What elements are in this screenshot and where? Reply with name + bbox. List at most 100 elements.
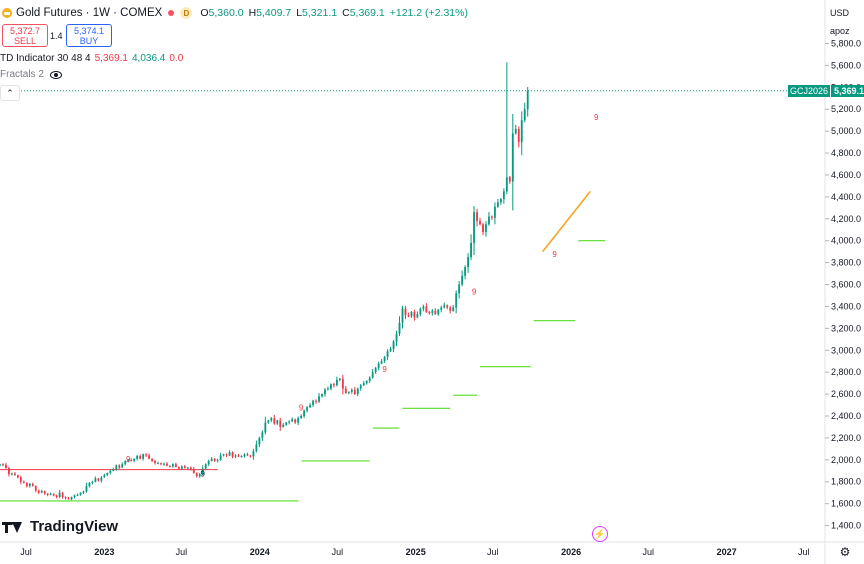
ohlc-key: H: [248, 7, 257, 19]
candle-body: [109, 470, 112, 473]
change-value: +121.2 (+2.31%): [389, 7, 468, 19]
candle-body: [482, 224, 484, 232]
candle-body: [195, 472, 198, 477]
sell-price: 5,372.7: [9, 25, 41, 36]
candle-body: [37, 490, 40, 493]
candle-body: [133, 458, 136, 461]
time-axis[interactable]: Jul 2023 Jul 2024 Jul 2025 Jul 2026 Jul 2027 Jul: [20, 547, 809, 557]
candle-body: [70, 497, 73, 500]
hidden-eye-icon[interactable]: [49, 70, 62, 79]
td-indicator-legend[interactable]: TD Indicator 30 48 4 5,369.1 4,036.4 0.0: [0, 53, 183, 64]
buy-price: 5,374.1: [73, 25, 105, 36]
candle-body: [261, 432, 264, 438]
candle-body: [312, 400, 314, 406]
price-tick-label: 1,400.0: [831, 521, 861, 531]
candle-body: [476, 212, 478, 221]
time-tick-label: 2025: [406, 547, 426, 557]
candle-body: [324, 389, 326, 395]
candle-body: [13, 473, 16, 476]
td-setup-mark: 9: [552, 250, 557, 259]
price-tick-label: 2,000.0: [831, 455, 861, 465]
td-value-2: 4,036.4: [131, 53, 166, 64]
candle-body: [514, 128, 517, 134]
candle-body: [505, 177, 508, 192]
candle-body: [404, 308, 407, 316]
candle-body: [237, 455, 240, 457]
candle-body: [315, 400, 317, 402]
sell-button[interactable]: 5,372.7 SELL: [2, 24, 48, 47]
candle-body: [306, 407, 309, 411]
candle-body: [389, 349, 392, 352]
candle-body: [148, 455, 150, 459]
candle-body: [392, 341, 395, 350]
candle-body: [258, 437, 261, 445]
candle-body: [130, 459, 133, 461]
currency-selector[interactable]: USD: [830, 8, 850, 18]
candle-body: [85, 486, 88, 492]
price-tick-label: 2,400.0: [831, 411, 861, 421]
candle-body: [112, 469, 115, 471]
candle-body: [267, 420, 270, 423]
time-tick-label: Jul: [798, 547, 810, 557]
candle-body: [491, 216, 493, 218]
candle-body: [73, 495, 76, 498]
candle-body: [464, 266, 467, 276]
time-tick-label: 2027: [717, 547, 737, 557]
price-tick-label: 4,000.0: [831, 236, 861, 246]
candle-body: [34, 486, 37, 491]
candle-body: [97, 478, 100, 481]
candle-body: [386, 351, 389, 357]
price-tick-label: 4,400.0: [831, 192, 861, 202]
tradingview-logo[interactable]: TradingView: [2, 518, 118, 535]
market-status-icon: [168, 10, 175, 16]
candle-body: [303, 410, 306, 416]
price-axis[interactable]: 1,400.0 1,600.0 1,800.0 2,000.0 2,200.0 2,400…: [825, 38, 861, 531]
candle-body: [362, 383, 365, 386]
td-setup-mark: 9: [382, 365, 387, 374]
candle-body: [46, 493, 49, 495]
price-tick-label: 2,600.0: [831, 389, 861, 399]
candle-body: [19, 477, 22, 482]
candle-body: [94, 478, 97, 482]
candle-body: [76, 494, 79, 496]
ohlc-key: L: [296, 7, 303, 19]
logo-text: TradingView: [30, 518, 119, 535]
candle-body: [344, 388, 347, 393]
candle-body: [294, 419, 297, 423]
candle-body: [347, 391, 350, 393]
candle-body: [428, 311, 431, 314]
candle-body: [398, 322, 401, 334]
candle-body: [371, 372, 374, 378]
candle-body: [186, 467, 189, 469]
scale-mode[interactable]: apoz: [830, 26, 850, 36]
candle-body: [115, 465, 118, 470]
lightning-icon[interactable]: ⚡: [592, 526, 608, 542]
candle-body: [22, 481, 25, 483]
candle-body: [58, 492, 61, 498]
price-tick-label: 2,800.0: [831, 367, 861, 377]
candle-body: [353, 389, 356, 395]
candle-body: [103, 475, 106, 478]
candle-body: [422, 306, 425, 309]
candle-body: [499, 199, 502, 203]
candle-body: [413, 311, 416, 318]
delayed-badge[interactable]: D: [180, 7, 193, 19]
candle-body: [225, 454, 228, 456]
candle-body: [180, 466, 183, 469]
fractals-legend[interactable]: Fractals 2: [0, 69, 62, 80]
candle-body: [511, 133, 514, 182]
trend-line: [541, 190, 591, 253]
price-tick-label: 5,800.0: [831, 38, 861, 48]
candle-body: [43, 491, 46, 494]
candle-body: [434, 310, 437, 315]
collapse-legend-button[interactable]: ⌃: [0, 85, 20, 101]
buy-button[interactable]: 5,374.1 BUY: [66, 24, 112, 47]
candle-body: [118, 465, 121, 468]
candle-body: [461, 275, 464, 285]
td-indicator-name: TD Indicator 30 48 4: [0, 53, 91, 64]
candle-body: [136, 455, 139, 459]
gear-icon[interactable]: ⚙: [839, 545, 851, 559]
symbol-title[interactable]: Gold Futures · 1W · COMEX: [16, 7, 163, 19]
candle-body: [488, 216, 490, 225]
